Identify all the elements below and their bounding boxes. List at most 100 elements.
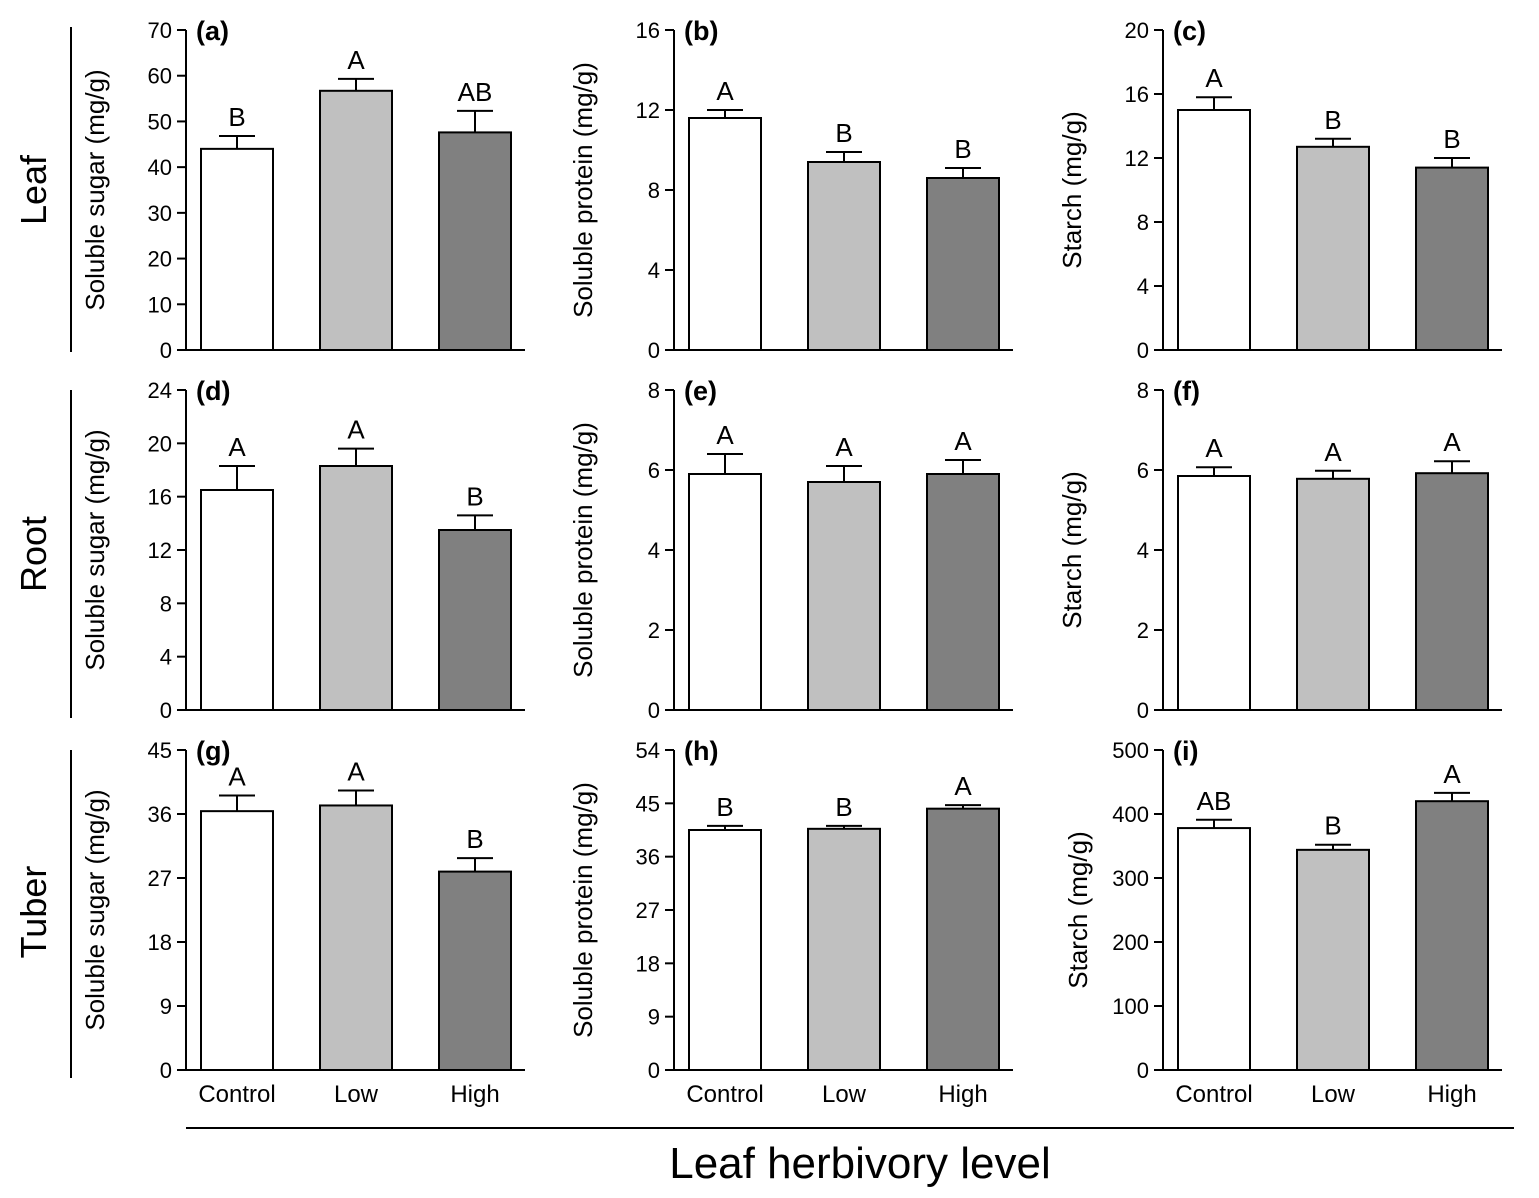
x-category-label: Control xyxy=(198,1081,275,1108)
y-tick-label: 8 xyxy=(160,591,172,616)
panel-label: (a) xyxy=(196,16,229,46)
bar-control xyxy=(1177,109,1251,351)
bar-high xyxy=(926,807,1000,1072)
bar-low xyxy=(807,161,881,351)
row-label-leaf: Leaf xyxy=(13,154,54,225)
y-tick-label: 50 xyxy=(148,109,172,134)
bar-high xyxy=(438,870,512,1071)
y-tick-label: 0 xyxy=(160,698,172,723)
bar-control xyxy=(200,810,274,1072)
x-category-label: Control xyxy=(1175,1081,1252,1108)
y-tick-label: 4 xyxy=(1137,538,1149,563)
x-category-label: Low xyxy=(1311,1081,1356,1108)
significance-letter: A xyxy=(954,771,972,801)
y-tick-label: 70 xyxy=(148,18,172,43)
y-tick-label: 20 xyxy=(148,431,172,456)
y-tick-label: 20 xyxy=(148,247,172,272)
significance-letter: A xyxy=(347,757,365,787)
y-tick-label: 45 xyxy=(148,738,172,763)
y-tick-label: 8 xyxy=(1137,210,1149,235)
y-tick-label: 500 xyxy=(1112,738,1149,763)
y-tick-label: 16 xyxy=(636,18,660,43)
significance-letter: A xyxy=(1205,433,1223,463)
significance-letter: A xyxy=(716,420,734,450)
significance-letter: B xyxy=(1324,811,1341,841)
y-tick-label: 0 xyxy=(1137,1058,1149,1083)
y-tick-label: 12 xyxy=(636,98,660,123)
y-tick-label: 9 xyxy=(160,994,172,1019)
y-axis-label: Soluble protein (mg/g) xyxy=(568,62,598,318)
y-tick-label: 30 xyxy=(148,201,172,226)
y-tick-label: 0 xyxy=(160,1058,172,1083)
bar-control xyxy=(200,489,274,711)
bar-control xyxy=(688,829,762,1071)
significance-letter: A xyxy=(835,432,853,462)
y-tick-label: 4 xyxy=(648,258,660,283)
bar-high xyxy=(1415,472,1489,712)
y-axis-label: Starch (mg/g) xyxy=(1057,111,1087,269)
panel-label: (b) xyxy=(684,16,718,46)
panel-i: 0 100 200 300 400 500 Starch (mg/g) (i) AB B A Cont… xyxy=(1063,736,1502,1108)
y-tick-label: 16 xyxy=(148,485,172,510)
y-tick-label: 6 xyxy=(1137,458,1149,483)
significance-letter: B xyxy=(835,792,852,822)
y-tick-label: 200 xyxy=(1112,930,1149,955)
y-tick-label: 4 xyxy=(160,645,172,670)
significance-letter: A xyxy=(1443,759,1461,789)
significance-letter: A xyxy=(954,426,972,456)
y-tick-label: 0 xyxy=(648,698,660,723)
panel-e: 0 2 4 6 8 Soluble protein (mg/g) (e) A A A xyxy=(568,376,1013,723)
y-tick-label: 24 xyxy=(148,378,172,403)
significance-letter: B xyxy=(835,118,852,148)
x-category-label: High xyxy=(1427,1081,1476,1108)
panel-label: (d) xyxy=(196,376,230,406)
panel-label: (e) xyxy=(684,376,717,406)
bar-low xyxy=(807,827,881,1071)
significance-letter: A xyxy=(347,45,365,75)
panel-d: 0 4 8 12 16 20 24 Soluble sugar (mg/g) (d) A A B xyxy=(80,376,525,723)
panel-label: (i) xyxy=(1173,736,1198,766)
bar-control xyxy=(688,473,762,711)
bar-low xyxy=(1296,145,1370,351)
panel-label: (f) xyxy=(1173,376,1200,406)
bar-control xyxy=(688,117,762,351)
x-category-label: High xyxy=(938,1081,987,1108)
significance-letter: A xyxy=(347,415,365,445)
significance-letter: B xyxy=(466,481,483,511)
bar-low xyxy=(319,89,393,352)
y-tick-label: 18 xyxy=(636,951,660,976)
y-tick-label: 60 xyxy=(148,64,172,89)
y-tick-label: 100 xyxy=(1112,994,1149,1019)
x-category-label: Low xyxy=(822,1081,867,1108)
bar-high xyxy=(438,131,512,351)
panel-label: (h) xyxy=(684,736,718,766)
y-axis-label: Soluble sugar (mg/g) xyxy=(80,69,110,310)
y-tick-label: 36 xyxy=(636,845,660,870)
y-tick-label: 9 xyxy=(648,1005,660,1030)
row-label-tuber: Tuber xyxy=(13,866,54,959)
panel-a: 0 10 20 30 40 50 60 70 Soluble sugar (mg/g) (a) B A… xyxy=(80,16,525,363)
bar-low xyxy=(1296,848,1370,1072)
y-tick-label: 16 xyxy=(1125,82,1149,107)
y-tick-label: 27 xyxy=(636,898,660,923)
significance-letter: A xyxy=(1205,63,1223,93)
y-axis-label: Soluble sugar (mg/g) xyxy=(80,429,110,670)
significance-letter: B xyxy=(466,824,483,854)
significance-letter: B xyxy=(1324,105,1341,135)
bar-low xyxy=(807,481,881,711)
y-tick-label: 18 xyxy=(148,930,172,955)
y-tick-label: 8 xyxy=(648,178,660,203)
y-tick-label: 54 xyxy=(636,738,660,763)
y-tick-label: 2 xyxy=(648,618,660,643)
y-axis-label: Soluble protein (mg/g) xyxy=(568,782,598,1038)
y-tick-label: 4 xyxy=(648,538,660,563)
row-label-root: Root xyxy=(13,516,54,592)
y-tick-label: 0 xyxy=(648,338,660,363)
y-tick-label: 40 xyxy=(148,155,172,180)
bar-low xyxy=(319,465,393,711)
significance-letter: A xyxy=(1324,437,1342,467)
y-tick-label: 12 xyxy=(1125,146,1149,171)
